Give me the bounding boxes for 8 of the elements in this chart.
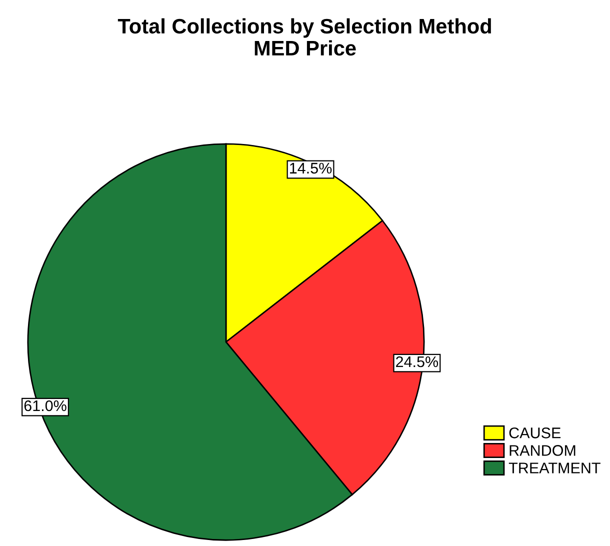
data-label: 61.0%	[24, 400, 66, 412]
chart-subtitle: MED Price	[254, 40, 356, 56]
data-label: 14.5%	[290, 162, 332, 174]
data-label: 24.5%	[396, 356, 438, 368]
chart-title: Total Collections by Selection Method	[118, 18, 491, 38]
legend-label: TREATMENT	[508, 462, 600, 474]
legend-label: CAUSE	[509, 428, 561, 438]
legend-label: RANDOM	[510, 445, 576, 456]
